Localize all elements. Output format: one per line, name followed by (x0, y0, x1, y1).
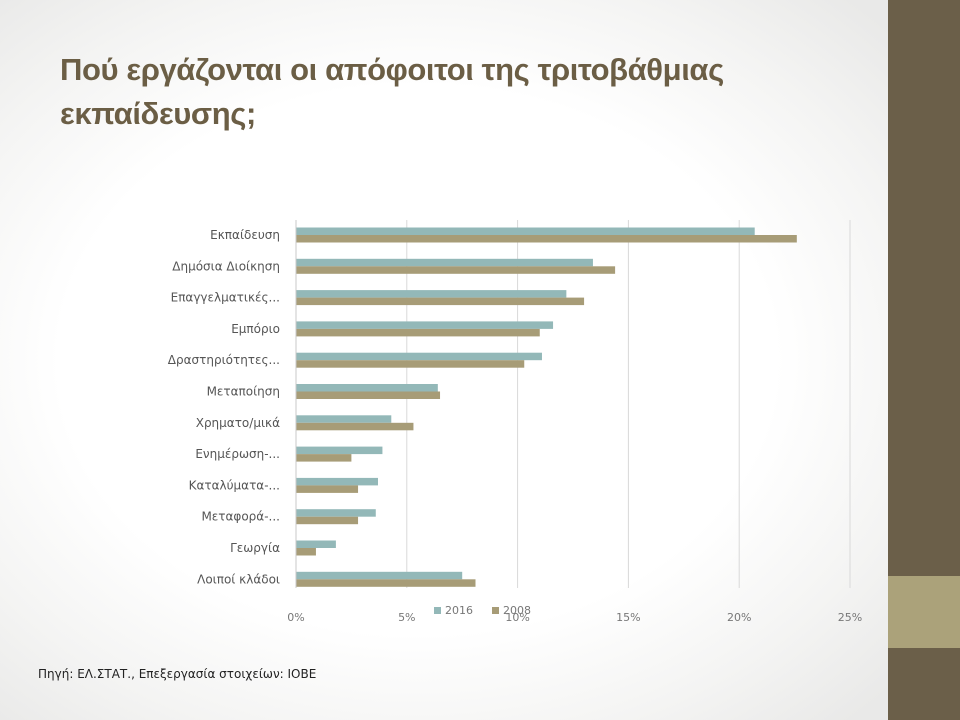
bar-2008-1 (296, 266, 616, 274)
bar-2008-8 (296, 485, 359, 493)
bar-2008-11 (296, 579, 476, 587)
x-tick-label: 15% (616, 611, 640, 624)
bar-2008-6 (296, 422, 414, 431)
legend-swatch-2016 (434, 607, 441, 614)
legend-label-2016: 2016 (445, 604, 473, 617)
x-tick-label: 0% (287, 611, 304, 624)
source-note: Πηγή: ΕΛ.ΣΤΑΤ., Επεξεργασία στοιχείων: Ι… (38, 667, 317, 681)
bar-2016-10 (296, 540, 336, 548)
x-tick-label: 20% (727, 611, 751, 624)
bar-2016-11 (296, 571, 463, 580)
slide-title-line1: Πού εργάζονται οι απόφοιτοι της τριτοβάθ… (60, 52, 724, 87)
bar-2008-7 (296, 454, 352, 462)
accent-bar-top (888, 0, 960, 576)
bar-2016-8 (296, 477, 378, 486)
category-label: Εμπόριο (231, 322, 280, 336)
bar-2016-9 (296, 509, 376, 517)
bar-2008-3 (296, 328, 540, 337)
bar-2016-0 (296, 227, 755, 235)
bar-2016-4 (296, 352, 542, 361)
accent-bar-middle (888, 576, 960, 648)
category-label: Καταλύματα-... (189, 478, 280, 492)
x-tick-label: 10% (505, 611, 529, 624)
category-label: Γεωργία (230, 541, 280, 555)
category-label: Μεταφορά-... (201, 510, 280, 524)
category-label: Μεταποίηση (207, 385, 280, 399)
slide-title: Πού εργάζονται οι απόφοιτοι της τριτοβάθ… (60, 48, 840, 136)
bar-2016-5 (296, 384, 438, 392)
accent-bar-bottom (888, 648, 960, 720)
bar-2016-1 (296, 258, 593, 267)
category-label: Επαγγελματικές... (171, 291, 280, 305)
category-label: Ενημέρωση-... (195, 447, 280, 461)
x-tick-label: 25% (838, 611, 862, 624)
bar-chart: Εκπαίδευση Δημόσια Διοίκηση Επαγγελματικές… (168, 220, 862, 624)
bar-2016-7 (296, 446, 383, 455)
legend-swatch-2008 (492, 607, 499, 614)
bar-2008-0 (296, 235, 797, 243)
bar-2008-9 (296, 516, 359, 525)
bar-2016-6 (296, 415, 392, 423)
bar-2008-2 (296, 297, 585, 306)
category-label: Λοιποί κλάδοι (197, 572, 280, 586)
bar-2016-3 (296, 321, 554, 329)
category-label: Δημόσια Διοίκηση (172, 259, 280, 273)
bar-2016-2 (296, 290, 567, 298)
category-label: Δραστηριότητες... (168, 353, 280, 367)
bar-2008-5 (296, 391, 441, 399)
bar-2008-4 (296, 360, 525, 368)
category-label: Εκπαίδευση (210, 228, 280, 242)
bar-2008-10 (296, 548, 316, 556)
legend-label-2008: 2008 (503, 604, 531, 617)
slide-title-line2: εκπαίδευσης; (60, 96, 256, 131)
x-tick-label: 5% (398, 611, 415, 624)
category-label: Χρηματο/μικά (196, 416, 280, 430)
